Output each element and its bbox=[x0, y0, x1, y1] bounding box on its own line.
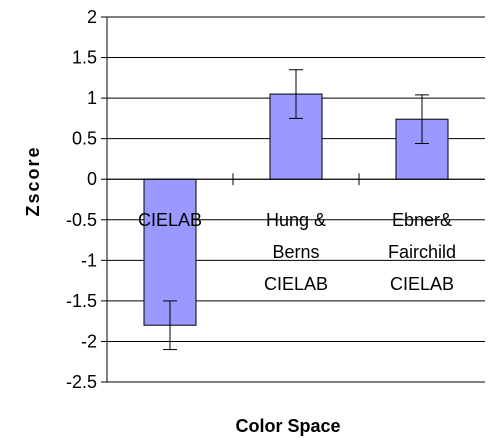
y-tick-label: 2 bbox=[87, 7, 97, 27]
y-tick-label: -2 bbox=[81, 331, 97, 351]
y-tick-label: -1 bbox=[81, 250, 97, 270]
y-tick-label: 1 bbox=[87, 88, 97, 108]
y-tick-label: -1.5 bbox=[66, 291, 97, 311]
y-tick-labels: 2 1.5 1 0.5 0 -0.5 -1 -1.5 -2 -2.5 bbox=[66, 7, 97, 392]
category-label: Ebner& bbox=[392, 210, 452, 230]
category-label: CIELAB bbox=[264, 274, 328, 294]
y-tick-label: -2.5 bbox=[66, 372, 97, 392]
error-bars bbox=[163, 69, 429, 351]
category-label: Berns bbox=[272, 242, 319, 262]
y-tick-label: -0.5 bbox=[66, 210, 97, 230]
x-axis-title: Color Space bbox=[235, 416, 340, 436]
category-label: Fairchild bbox=[388, 242, 456, 262]
category-label: CIELAB bbox=[138, 210, 202, 230]
category-label: CIELAB bbox=[390, 274, 454, 294]
y-axis-title: Zscore bbox=[23, 145, 43, 216]
x-axis-ticks bbox=[232, 173, 360, 186]
category-labels: CIELAB Hung & Berns CIELAB Ebner&Fairchild CI… bbox=[138, 210, 456, 294]
y-tick-label: 1.5 bbox=[72, 48, 97, 68]
category-label: Hung & bbox=[266, 210, 326, 230]
y-tick-label: 0.5 bbox=[72, 129, 97, 149]
y-tick-label: 0 bbox=[87, 169, 97, 189]
